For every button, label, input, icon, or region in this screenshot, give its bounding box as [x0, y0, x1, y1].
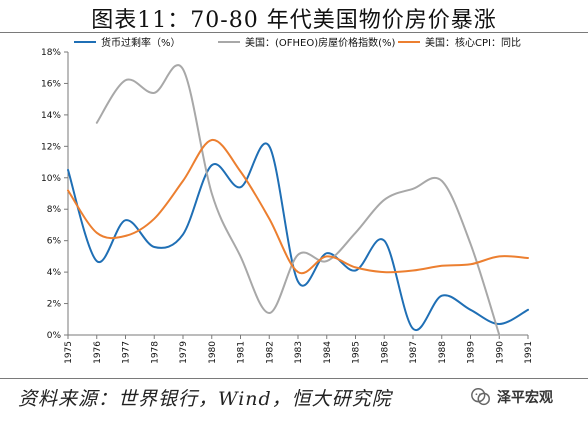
watermark-text: 泽平宏观 [497, 390, 553, 406]
x-tick-label: 1979 [179, 341, 189, 364]
x-tick-label: 1982 [265, 341, 275, 364]
x-tick-label: 1991 [524, 341, 534, 364]
x-tick-label: 1984 [323, 341, 333, 364]
x-tick-label: 1989 [467, 341, 477, 364]
title-divider [0, 32, 588, 33]
x-tick-label: 1975 [64, 341, 74, 364]
x-tick-label: 1990 [495, 341, 505, 364]
x-tick-label: 1988 [438, 341, 448, 364]
y-tick-label: 8% [47, 205, 62, 215]
money-excess-line [67, 142, 529, 332]
series-lines [67, 64, 529, 336]
x-tick-label: 1980 [208, 341, 218, 364]
y-tick-label: 16% [41, 79, 61, 89]
watermark: 泽平宏观 [470, 385, 553, 409]
x-tick-label: 1986 [380, 341, 390, 364]
legend-label: 美国：(OFHEO)房屋价格指数(%) [245, 36, 396, 49]
wechat-icon [471, 388, 490, 406]
y-tick-label: 12% [41, 142, 61, 152]
line-chart: 0% 2% 4% 6% 8% 10% 12% 14% 16% 18% 1975 1976 1977 197… [41, 36, 534, 364]
legend: 货币过剩率（%） 美国：(OFHEO)房屋价格指数(%) 美国：核心CPI：同比 [74, 36, 521, 49]
house-price-index-line [95, 64, 501, 336]
x-tick-label: 1976 [93, 341, 103, 364]
y-tick-label: 6% [47, 237, 62, 247]
y-tick-label: 14% [41, 111, 61, 121]
y-tick-label: 0% [47, 331, 62, 341]
y-tick-label: 18% [41, 48, 61, 58]
y-tick-label: 4% [47, 268, 62, 278]
x-tick-label: 1983 [294, 341, 304, 364]
legend-label: 货币过剩率（%） [101, 36, 181, 49]
y-tick-label: 10% [41, 174, 61, 184]
chart-title: 图表11：70-80 年代美国物价房价暴涨 [91, 8, 497, 33]
source-divider [0, 378, 588, 379]
legend-label: 美国：核心CPI：同比 [425, 36, 521, 49]
core-cpi-line [67, 139, 529, 275]
x-tick-label: 1981 [237, 341, 247, 364]
x-tick-label: 1978 [150, 341, 160, 364]
y-tick-label: 2% [47, 300, 62, 310]
x-tick-label: 1987 [409, 341, 419, 364]
x-tick-label: 1977 [122, 341, 132, 364]
axes: 0% 2% 4% 6% 8% 10% 12% 14% 16% 18% 1975 1976 1977 197… [41, 48, 534, 364]
x-tick-label: 1985 [352, 341, 362, 364]
source-note: 资料来源：世界银行，Wind，恒大研究院 [18, 388, 392, 410]
